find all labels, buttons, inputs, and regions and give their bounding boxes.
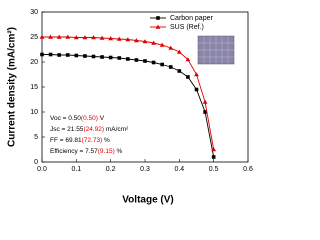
data-point (57, 53, 61, 57)
data-point (40, 52, 44, 57)
annotation: FF = 69.81(72.73) % (50, 137, 110, 144)
legend-label: Carbon paper (170, 15, 213, 22)
data-point (91, 35, 96, 40)
annotation-part: FF = 69.81 (50, 137, 82, 144)
annotation-part: (0.50) (81, 115, 98, 122)
legend-label: SUS (Ref.) (170, 24, 204, 31)
data-point (116, 36, 122, 41)
x-tick-label: 0.1 (71, 166, 81, 173)
data-point (168, 45, 174, 50)
annotation: Voc = 0.50(0.50) V (50, 115, 105, 122)
data-point (202, 99, 208, 104)
data-point (48, 34, 53, 39)
y-axis-title: Current density (mA/cm²) (7, 27, 18, 147)
data-point (108, 55, 113, 60)
data-point (203, 110, 207, 114)
data-point (83, 54, 87, 58)
data-point (134, 38, 139, 43)
data-point (65, 53, 70, 57)
legend-marker (156, 16, 160, 20)
data-point (82, 35, 88, 40)
data-point (151, 40, 156, 45)
y-tick-label: 5 (34, 134, 38, 141)
annotation-part: Voc = 0.50 (50, 115, 81, 122)
data-point (160, 62, 164, 67)
data-point (143, 59, 147, 63)
data-point (176, 49, 182, 54)
annotation-part: (9.15) (98, 148, 115, 155)
data-point (194, 87, 199, 92)
inset-grid (198, 36, 234, 64)
annotation-part: (72.73) (82, 137, 103, 144)
data-point (185, 57, 191, 62)
data-point (168, 65, 173, 69)
annotation-part: V (98, 115, 105, 122)
data-point (56, 34, 62, 39)
data-point (177, 69, 182, 73)
annotation: Efficiency = 7.57(9.15) % (50, 148, 123, 155)
y-tick-label: 20 (30, 59, 38, 66)
annotation-part: Efficiency = 7.57 (50, 148, 98, 155)
y-tick-label: 10 (30, 109, 38, 116)
x-axis-title: Voltage (V) (122, 195, 173, 206)
chart: Voltage (V) Current density (mA/cm²) 0.0… (7, 9, 253, 206)
annotation-part: mA/cm² (104, 126, 129, 133)
x-tick-label: 0.3 (140, 166, 150, 173)
data-point (151, 60, 156, 65)
data-point (142, 39, 148, 44)
x-tick-label: 0.2 (106, 166, 116, 173)
annotation: Jsc = 21.55(24.92) mA/cm² (50, 126, 129, 133)
x-tick-label: 0.0 (37, 166, 47, 173)
data-point (48, 52, 53, 57)
data-point (73, 35, 79, 40)
data-point (91, 54, 96, 59)
data-point (108, 36, 114, 41)
annotation-part: % (115, 148, 123, 155)
annotation-part: (24.92) (83, 126, 104, 133)
data-point (186, 75, 190, 79)
legend-marker (155, 24, 161, 29)
data-point (125, 37, 131, 42)
data-point (39, 34, 45, 39)
data-point (117, 56, 122, 60)
x-tick-label: 0.4 (174, 166, 184, 173)
data-point (159, 42, 165, 47)
data-point (65, 34, 71, 39)
data-point (126, 57, 130, 61)
annotation-part: % (102, 137, 110, 144)
x-tick-label: 0.5 (209, 166, 219, 173)
x-tick-label: 0.6 (243, 166, 253, 173)
annotation-part: Jsc = 21.55 (50, 126, 84, 133)
data-point (99, 35, 105, 40)
data-point (100, 55, 104, 59)
y-tick-label: 15 (30, 84, 38, 91)
data-point (211, 147, 217, 152)
data-point (211, 155, 216, 159)
y-tick-label: 30 (30, 9, 38, 16)
data-point (194, 72, 199, 77)
data-point (74, 53, 79, 58)
y-tick-label: 25 (30, 34, 38, 41)
y-tick-label: 0 (34, 159, 38, 166)
data-point (134, 58, 139, 62)
